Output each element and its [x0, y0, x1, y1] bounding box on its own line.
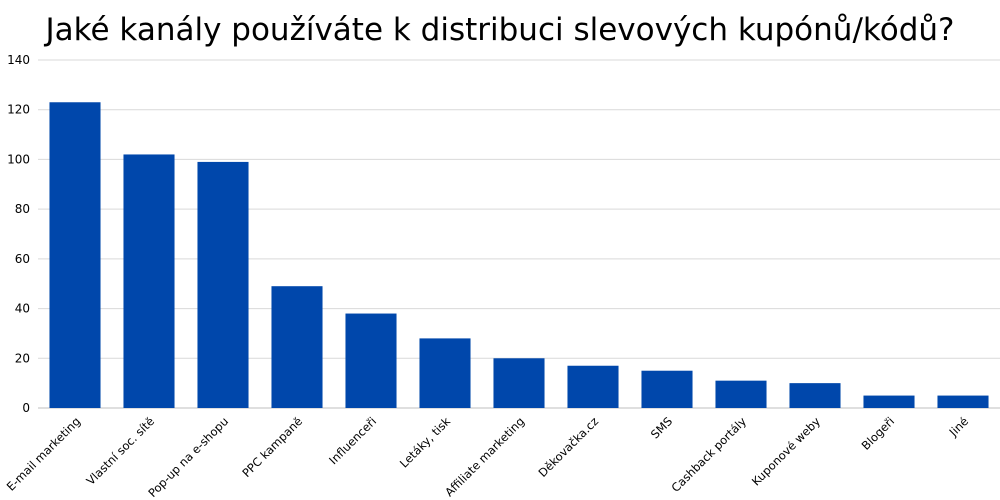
x-tick-label: Jiné — [946, 414, 971, 439]
x-tick-label: Cashback portály — [669, 414, 750, 495]
x-tick-label: Pop-up na e-shopu — [145, 414, 231, 500]
bar — [789, 383, 841, 408]
bar — [197, 161, 249, 408]
bar — [123, 154, 175, 408]
x-tick-label: SMS — [648, 414, 675, 441]
y-tick-label: 20 — [15, 351, 30, 365]
y-tick-label: 140 — [7, 53, 30, 67]
bar — [493, 358, 545, 408]
x-tick-label: Influenceři — [326, 414, 379, 467]
x-tick-label: Kuponové weby — [749, 414, 823, 488]
y-tick-label: 40 — [15, 302, 30, 316]
y-tick-label: 60 — [15, 252, 30, 266]
y-tick-label: 80 — [15, 202, 30, 216]
y-tick-label: 100 — [7, 152, 30, 166]
bar — [937, 395, 989, 408]
y-tick-label: 0 — [22, 401, 30, 415]
bar — [641, 370, 693, 408]
bar — [271, 286, 323, 408]
x-tick-label: E-mail marketing — [4, 414, 83, 493]
bar — [863, 395, 915, 408]
bar — [419, 338, 471, 408]
bar — [715, 380, 767, 408]
x-tick-label: Děkovačka.cz — [535, 414, 601, 480]
x-tick-label: Vlastní soc. sítě — [83, 414, 157, 488]
chart-title: Jaké kanály používáte k distribuci slevo… — [45, 12, 955, 48]
bar — [49, 102, 101, 408]
x-tick-label: Blogeři — [859, 414, 897, 452]
bar — [567, 365, 619, 408]
x-tick-label: Letáky, tisk — [397, 414, 453, 470]
bar — [345, 313, 397, 408]
x-tick-label: Affiliate marketing — [442, 414, 527, 499]
x-tick-label: PPC kampaně — [239, 414, 305, 480]
y-tick-label: 120 — [7, 103, 30, 117]
